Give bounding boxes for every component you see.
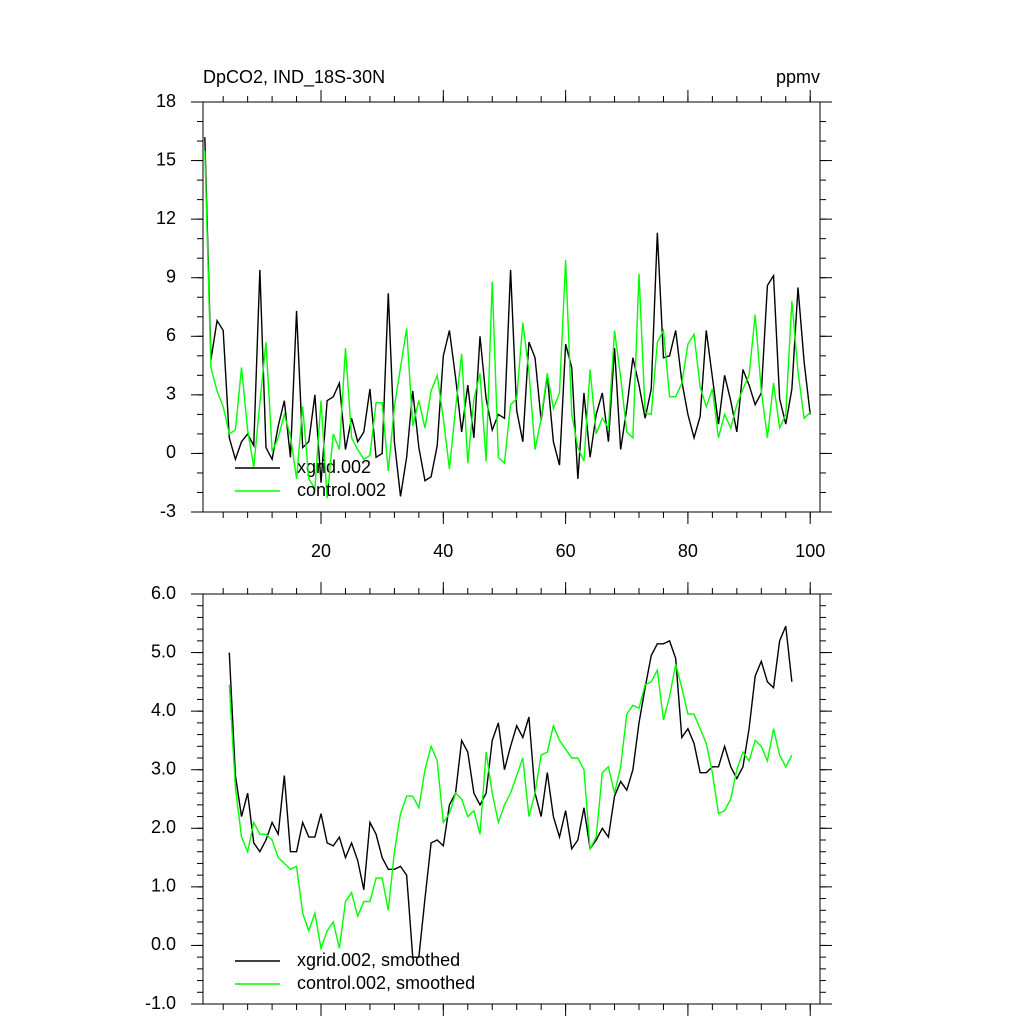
x-tick-label: 60 <box>556 541 576 561</box>
series-line <box>204 150 811 499</box>
y-tick-label: 0.0 <box>151 934 176 954</box>
series-line <box>228 625 793 958</box>
plot-frame <box>202 593 821 1005</box>
y-tick-label: 0 <box>166 442 176 462</box>
y-tick-label: 15 <box>156 149 176 169</box>
y-tick-label: 3 <box>166 384 176 404</box>
chart-title: DpCO2, IND_18S-30N <box>203 67 385 88</box>
y-tick-label: 4.0 <box>151 700 176 720</box>
x-tick-label: 80 <box>678 541 698 561</box>
plot-frame <box>202 101 821 513</box>
y-tick-label: 2.0 <box>151 817 176 837</box>
units-label: ppmv <box>776 67 820 87</box>
y-tick-label: 12 <box>156 208 176 228</box>
y-tick-label: 9 <box>166 266 176 286</box>
y-tick-label: 6.0 <box>151 583 176 603</box>
series-line <box>228 664 793 952</box>
y-tick-label: 6 <box>166 325 176 345</box>
y-tick-label: -3 <box>160 501 176 521</box>
y-tick-label: 5.0 <box>151 641 176 661</box>
series-line <box>204 137 811 497</box>
x-tick-label: 20 <box>311 541 331 561</box>
x-tick-label: 100 <box>795 541 825 561</box>
y-tick-label: -1.0 <box>145 993 176 1013</box>
legend-label: xgrid.002, smoothed <box>297 950 460 970</box>
legend-label: control.002, smoothed <box>297 973 475 993</box>
legend-label: control.002 <box>297 480 386 500</box>
y-tick-label: 1.0 <box>151 876 176 896</box>
x-tick-label: 40 <box>433 541 453 561</box>
y-tick-label: 3.0 <box>151 758 176 778</box>
y-tick-label: 18 <box>156 91 176 111</box>
